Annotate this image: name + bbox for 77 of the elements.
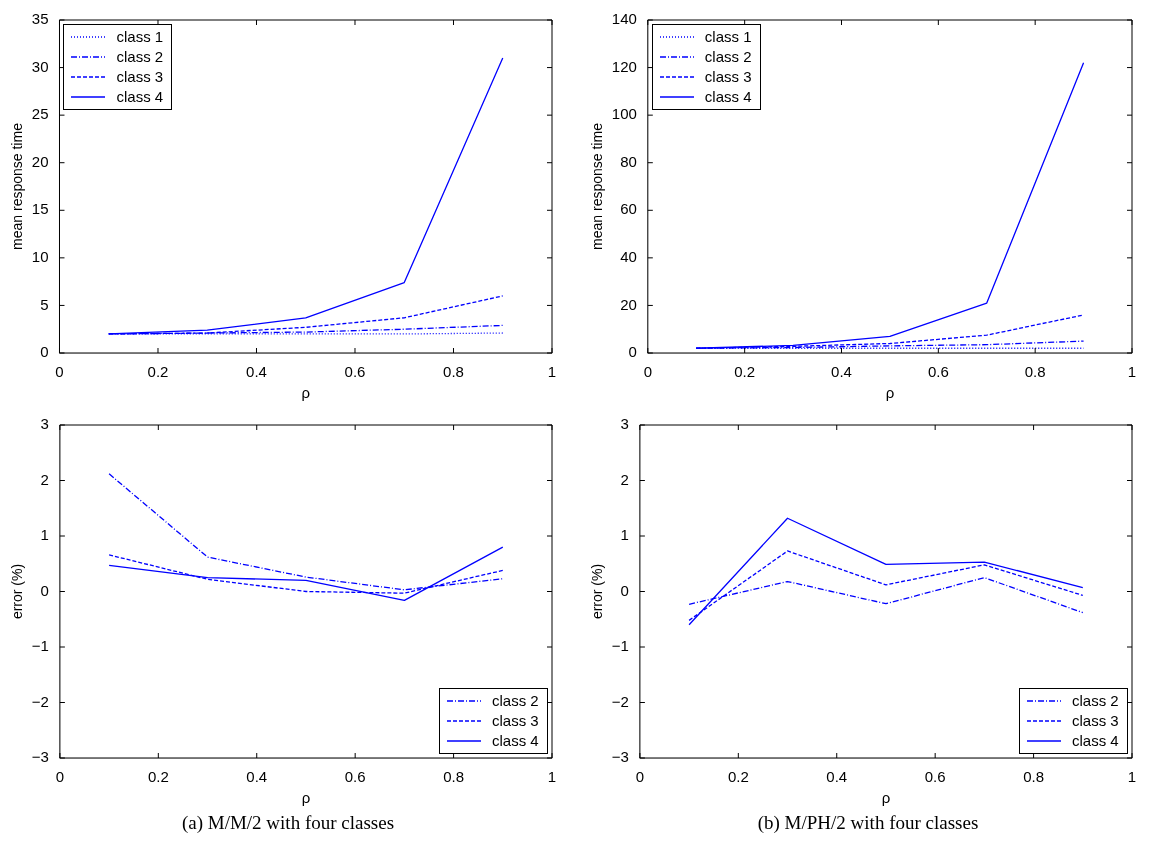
x-tick-label: 1: [547, 768, 557, 786]
x-tick-label: 1: [547, 363, 557, 381]
y-tick-label: 0: [40, 581, 49, 599]
x-tick-label: 0.2: [147, 768, 169, 786]
x-tick-label: 0.8: [1024, 363, 1046, 381]
y-axis-title: error (%): [9, 563, 26, 620]
x-tick-label: 0.4: [246, 363, 267, 381]
x-axis-title: ρ: [881, 789, 891, 807]
x-tick-label: 0: [55, 363, 64, 381]
legend-label: class 4: [704, 87, 752, 107]
text: (b) M/PH/2 with four classes: [756, 812, 980, 834]
text: (a) M/M/2 with four classes: [180, 812, 396, 834]
y-tick-label: 20: [31, 152, 49, 170]
y-tick-label: 3: [40, 415, 49, 433]
y-tick-label: 100: [611, 105, 637, 123]
y-tick-label: 15: [31, 200, 49, 218]
y-tick-label: 120: [611, 57, 637, 75]
x-tick-label: 0.2: [727, 768, 749, 786]
y-tick-label: 3: [620, 415, 629, 433]
legend-label: class 3: [1072, 711, 1119, 731]
y-axis-title: error (%): [589, 563, 606, 620]
x-tick-label: 0.2: [147, 363, 169, 381]
y-tick-label: 10: [31, 248, 49, 265]
x-tick-label: 1: [1127, 768, 1137, 786]
y-tick-label: 0: [628, 343, 637, 361]
legend-label: class 4: [492, 731, 539, 751]
x-axis-title: ρ: [301, 384, 311, 402]
y-tick-label: 20: [620, 295, 637, 313]
y-tick-label: −1: [31, 637, 49, 655]
x-tick-label: 0.8: [443, 768, 465, 786]
x-tick-label: 0.6: [927, 363, 949, 381]
legend-label: class 4: [116, 87, 164, 107]
x-tick-label: 0.6: [344, 363, 366, 381]
y-tick-label: 40: [620, 248, 637, 265]
x-tick-label: 0.6: [344, 768, 366, 786]
y-tick-label: 1: [620, 526, 629, 544]
y-axis-title: mean response time: [589, 122, 606, 250]
y-tick-label: 35: [31, 10, 49, 28]
y-tick-label: −1: [611, 637, 629, 655]
x-tick-label: 0: [55, 768, 65, 786]
y-tick-label: −3: [31, 748, 49, 766]
y-tick-label: −3: [611, 748, 629, 766]
x-tick-label: 0.2: [734, 363, 756, 381]
legend-label: class 3: [704, 67, 752, 87]
y-tick-label: 0: [620, 581, 629, 599]
y-axis-title: mean response time: [9, 122, 26, 250]
y-tick-label: 80: [620, 152, 637, 170]
y-tick-label: 0: [40, 343, 49, 361]
y-tick-label: 2: [620, 470, 629, 488]
y-tick-label: 1: [40, 526, 49, 544]
y-tick-label: −2: [611, 692, 629, 710]
legend-label: class 1: [116, 27, 164, 47]
x-tick-label: 0.4: [831, 363, 852, 381]
legend-label: class 1: [704, 27, 752, 47]
y-tick-label: 5: [40, 295, 49, 313]
legend-label: class 2: [116, 47, 164, 67]
y-tick-label: −2: [31, 692, 49, 710]
x-tick-label: 0.8: [443, 363, 464, 381]
y-tick-label: 60: [620, 200, 637, 218]
y-tick-label: 140: [611, 10, 637, 28]
y-tick-label: 25: [31, 105, 49, 123]
y-tick-label: 30: [31, 57, 49, 75]
x-axis-title: ρ: [301, 789, 311, 807]
legend-label: class 3: [492, 711, 539, 731]
x-tick-label: 0.6: [924, 768, 946, 786]
x-tick-label: 0.4: [246, 768, 268, 786]
legend-label: class 3: [116, 67, 164, 87]
y-tick-label: 2: [40, 470, 49, 488]
x-tick-label: 0: [643, 363, 652, 381]
legend-label: class 2: [492, 691, 539, 711]
x-tick-label: 0.4: [826, 768, 848, 786]
x-axis-title: ρ: [885, 384, 895, 402]
legend-label: class 4: [1072, 731, 1119, 751]
x-tick-label: 1: [1127, 363, 1137, 381]
legend-label: class 2: [704, 47, 752, 67]
x-tick-label: 0.8: [1023, 768, 1045, 786]
legend-label: class 2: [1072, 691, 1119, 711]
